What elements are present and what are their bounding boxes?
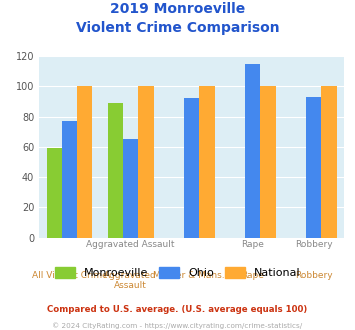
Bar (184, 98, 200, 238)
Bar (245, 64, 261, 238)
Text: © 2024 CityRating.com - https://www.cityrating.com/crime-statistics/: © 2024 CityRating.com - https://www.city… (53, 323, 302, 329)
Bar (123, 139, 138, 238)
Text: 2019 Monroeville: 2019 Monroeville (110, 2, 245, 16)
Bar (306, 97, 322, 238)
Legend: Monroeville, Ohio, National: Monroeville, Ohio, National (51, 264, 304, 281)
Bar (138, 86, 153, 238)
Bar (261, 86, 275, 238)
Text: Compared to U.S. average. (U.S. average equals 100): Compared to U.S. average. (U.S. average … (47, 305, 308, 314)
Text: Violent Crime Comparison: Violent Crime Comparison (76, 21, 279, 35)
Bar (62, 121, 77, 238)
Bar (200, 86, 214, 238)
Bar (108, 103, 123, 238)
Bar (77, 86, 92, 238)
Bar (47, 148, 62, 238)
Bar (322, 86, 337, 238)
